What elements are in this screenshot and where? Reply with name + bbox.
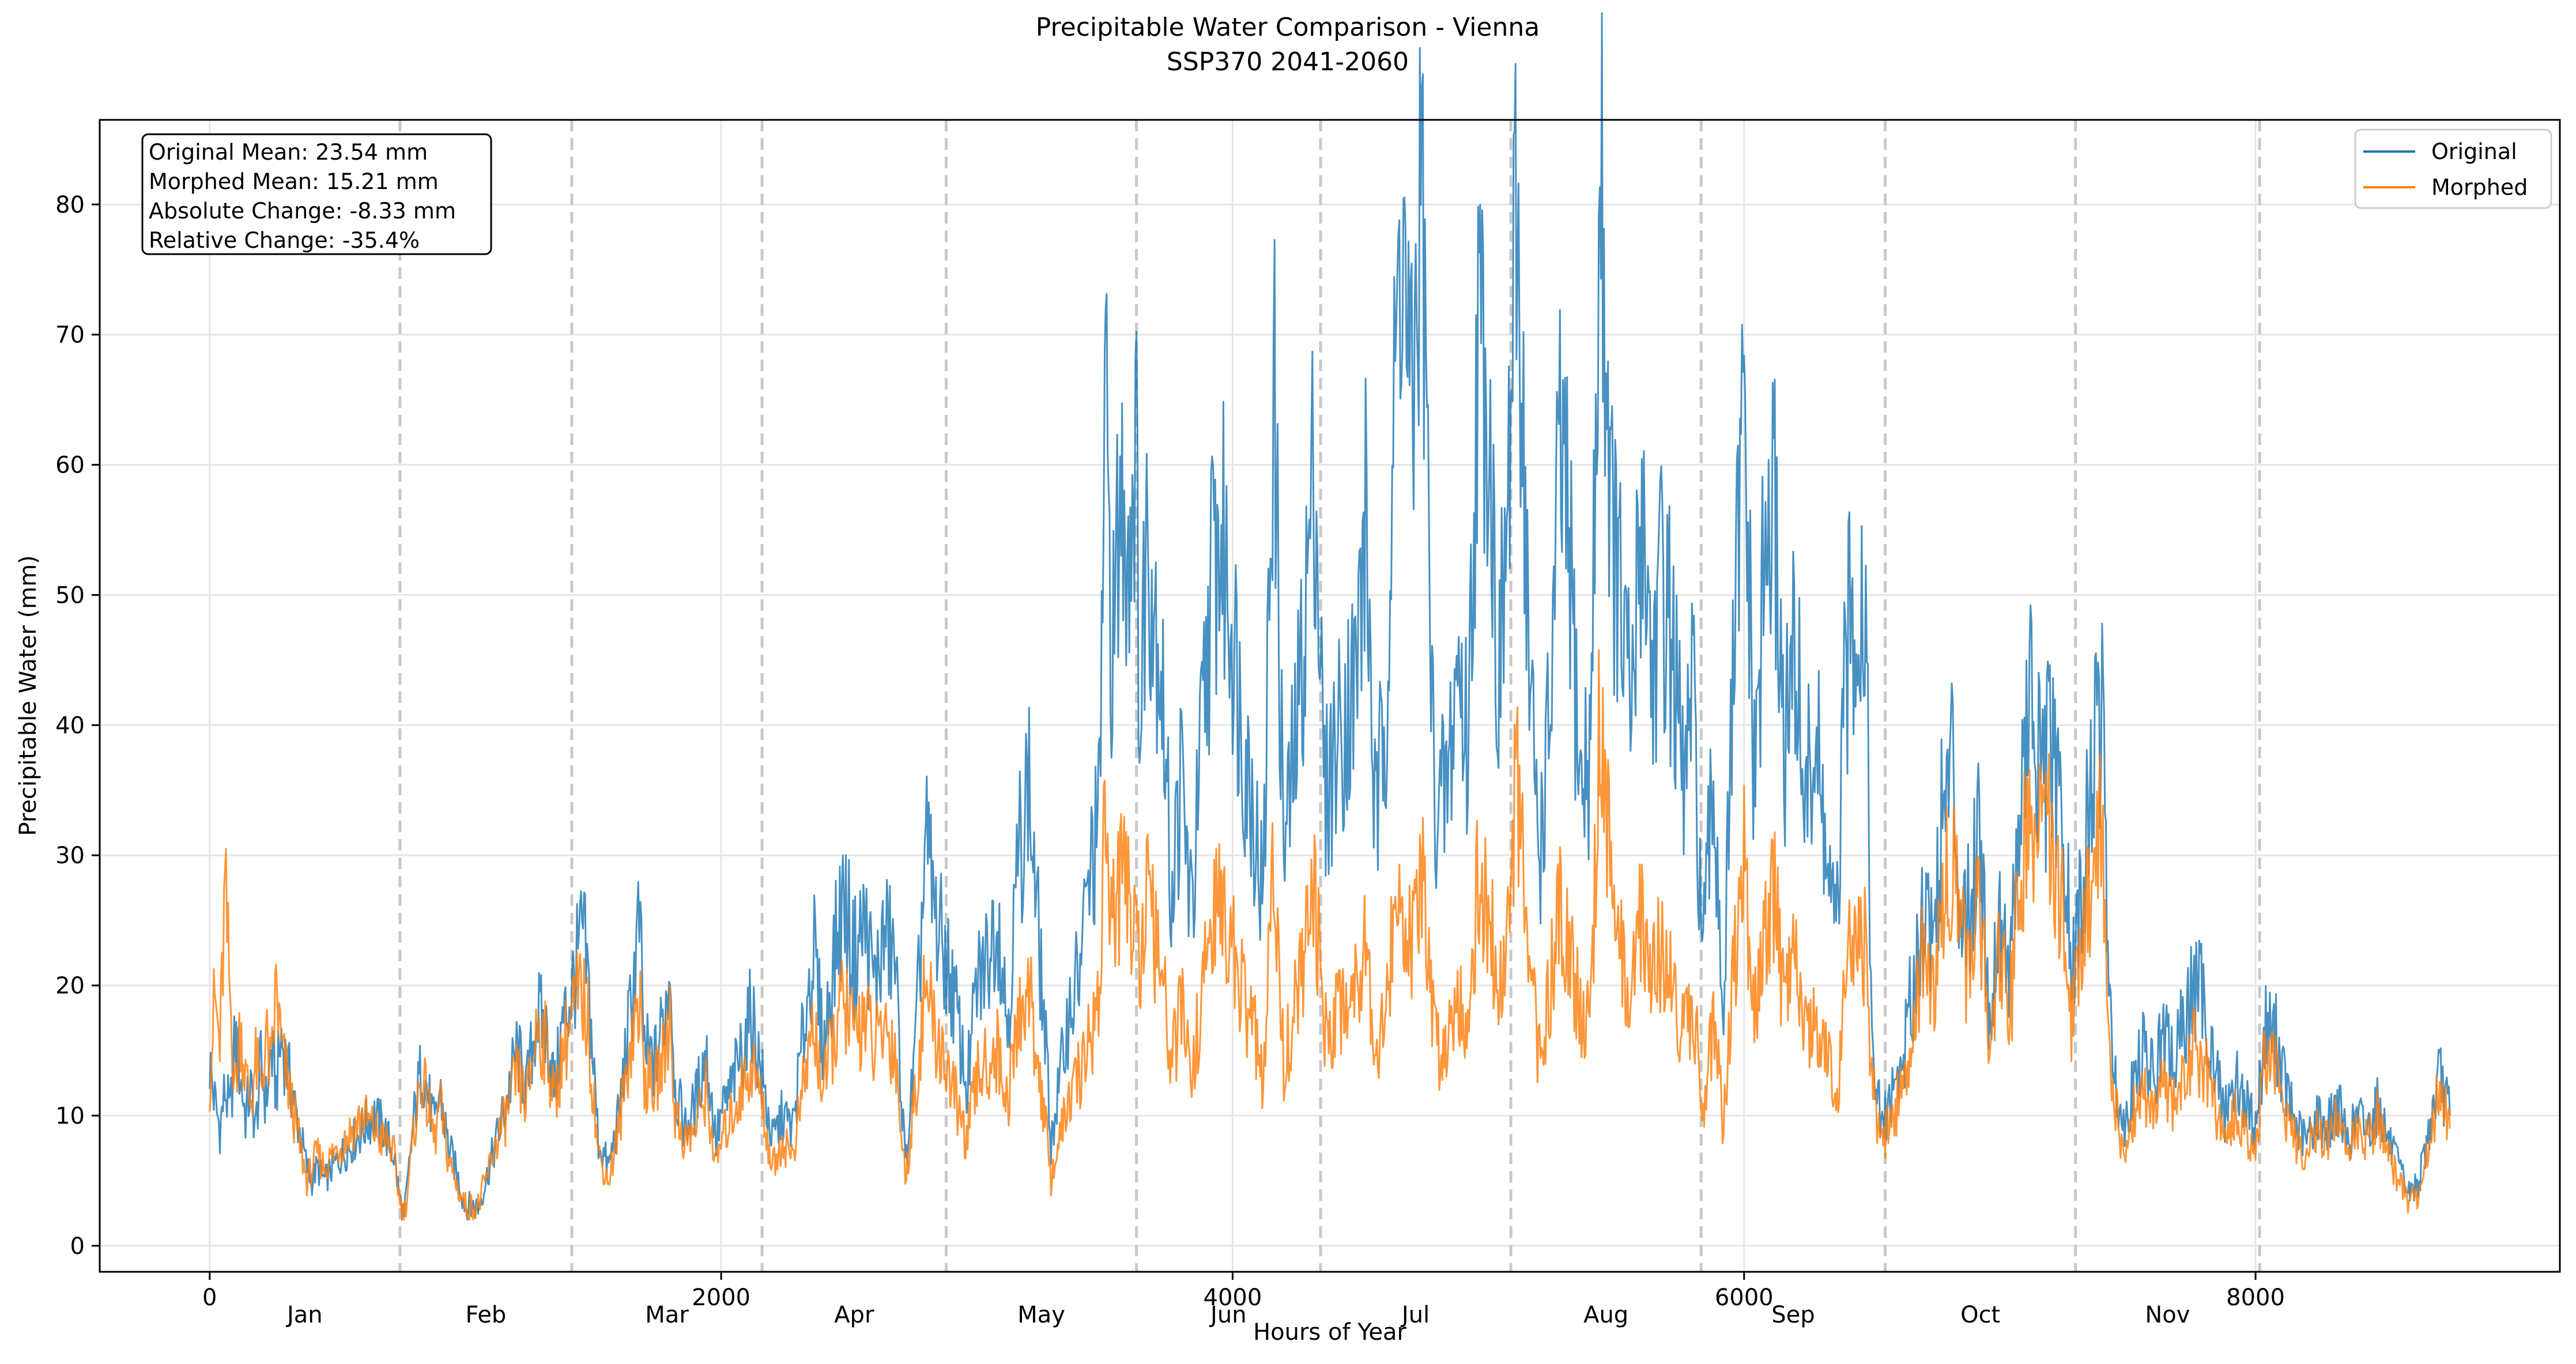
legend-label-original: Original	[2431, 139, 2517, 164]
x-tick-label: 4000	[1204, 1284, 1262, 1311]
y-tick-label: 70	[55, 322, 85, 349]
y-tick-label: 80	[55, 192, 85, 218]
series-layer	[209, 12, 2451, 1221]
stats-box-frame	[141, 133, 492, 255]
ticks-layer: 0 2000 4000 6000 8000 0 10 20 30 40 50 60 70 80	[55, 192, 2285, 1311]
month-labels-layer: Jan Feb Mar Apr May Jun Jul Aug Sep Oct Nov	[285, 1302, 2190, 1328]
month-label: May	[1017, 1302, 1065, 1328]
x-axis-label: Hours of Year	[1253, 1319, 1406, 1346]
y-tick-label: 20	[55, 973, 85, 999]
month-label: Nov	[2145, 1302, 2190, 1328]
plot-frame	[99, 119, 2561, 1273]
y-axis-label: Precipitable Water (mm)	[15, 555, 42, 836]
y-tick-label: 50	[55, 582, 85, 609]
stats-box: Original Mean: 23.54 mm Morphed Mean: 15…	[141, 133, 492, 255]
month-label: Apr	[834, 1302, 874, 1328]
month-label: Mar	[645, 1302, 689, 1328]
series-line-morphed	[209, 649, 2451, 1221]
x-tick-label: 8000	[2226, 1284, 2285, 1311]
x-tick-label: 0	[202, 1284, 217, 1311]
month-lines-layer	[398, 120, 2261, 1272]
y-tick-label: 40	[55, 712, 85, 739]
month-label: Sep	[1771, 1302, 1815, 1328]
legend-label-morphed: Morphed	[2431, 175, 2528, 200]
month-label: Oct	[1960, 1302, 2000, 1328]
x-tick-label: 6000	[1715, 1284, 1774, 1311]
chart-subtitle: SSP370 2041-2060	[1167, 47, 1409, 77]
month-label: Aug	[1583, 1302, 1628, 1328]
y-tick-label: 60	[55, 452, 85, 479]
legend: Original Morphed	[2354, 129, 2552, 209]
chart-title: Precipitable Water Comparison - Vienna	[1036, 13, 1540, 42]
stats-line-absolute-change: Absolute Change: -8.33 mm	[149, 198, 456, 224]
month-label: Jun	[1209, 1302, 1247, 1328]
stats-line-morphed-mean: Morphed Mean: 15.21 mm	[149, 169, 439, 194]
month-label: Jan	[285, 1302, 323, 1328]
month-label: Feb	[466, 1302, 507, 1328]
x-tick-label: 2000	[692, 1284, 750, 1311]
month-label: Jul	[1400, 1302, 1430, 1328]
y-tick-label: 30	[55, 842, 85, 869]
stats-line-original-mean: Original Mean: 23.54 mm	[149, 139, 428, 165]
y-tick-label: 0	[70, 1233, 85, 1260]
stats-line-relative-change: Relative Change: -35.4%	[149, 228, 420, 253]
y-tick-label: 10	[55, 1103, 85, 1129]
